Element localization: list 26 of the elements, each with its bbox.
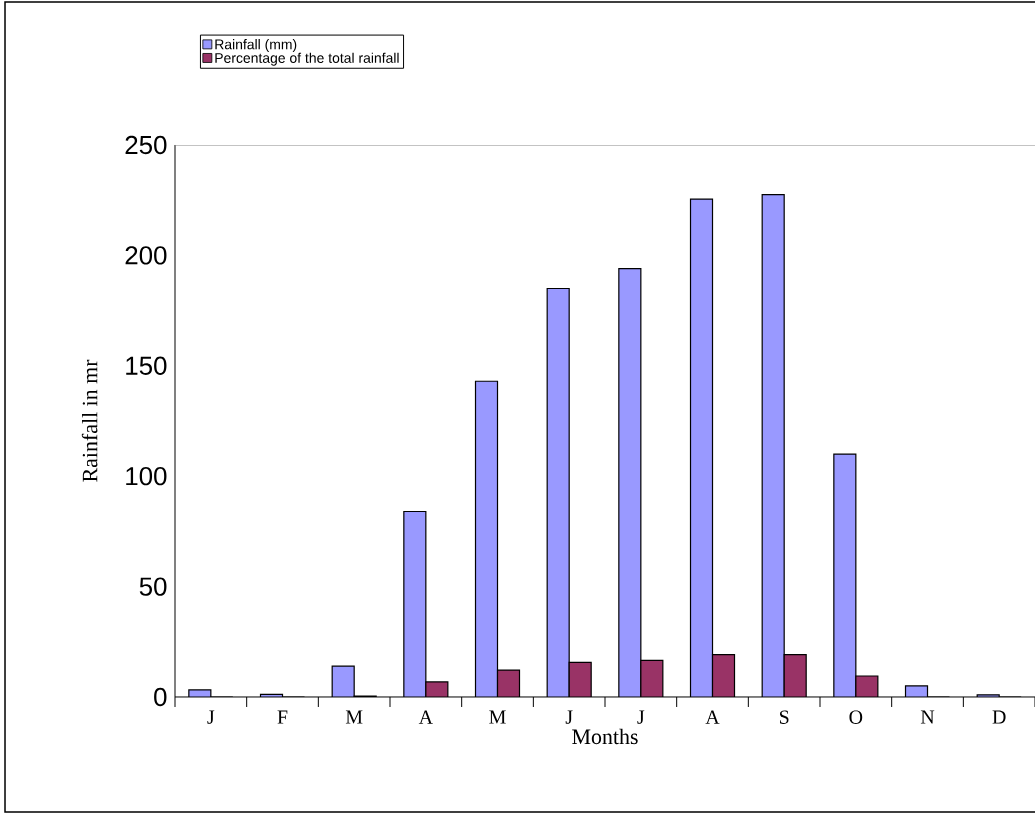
x-tick-label: J	[637, 710, 645, 724]
x-tick-label: J	[207, 710, 215, 724]
x-tick-label: A	[418, 710, 433, 724]
x-tick-label: M	[345, 710, 363, 724]
x-tick-label: D	[992, 710, 1006, 724]
y-tick-label: 150	[126, 356, 167, 375]
x-tick-label: A	[705, 710, 720, 724]
x-axis-title: Months	[572, 728, 638, 745]
y-tick-label: 200	[125, 246, 167, 265]
x-tick-label: M	[489, 710, 506, 724]
x-tick-label: J	[565, 710, 573, 724]
y-tick-label: 0	[154, 687, 167, 707]
y-axis-title: Rainfall in mr	[81, 359, 98, 482]
legend-label: Percentage of the total rainfall	[215, 52, 399, 66]
y-tick-label: 100	[126, 467, 167, 486]
x-tick-label: F	[277, 710, 288, 724]
x-tick-label: S	[779, 710, 789, 724]
legend-label: Rainfall (mm)	[215, 39, 297, 53]
y-tick-label: 50	[139, 577, 167, 596]
x-tick-label: O	[849, 710, 863, 724]
y-tick-label: 250	[125, 135, 167, 155]
bar	[712, 654, 735, 697]
bar	[640, 660, 663, 697]
bar	[569, 662, 592, 697]
bar	[784, 654, 807, 697]
x-tick-label: N	[920, 710, 935, 724]
